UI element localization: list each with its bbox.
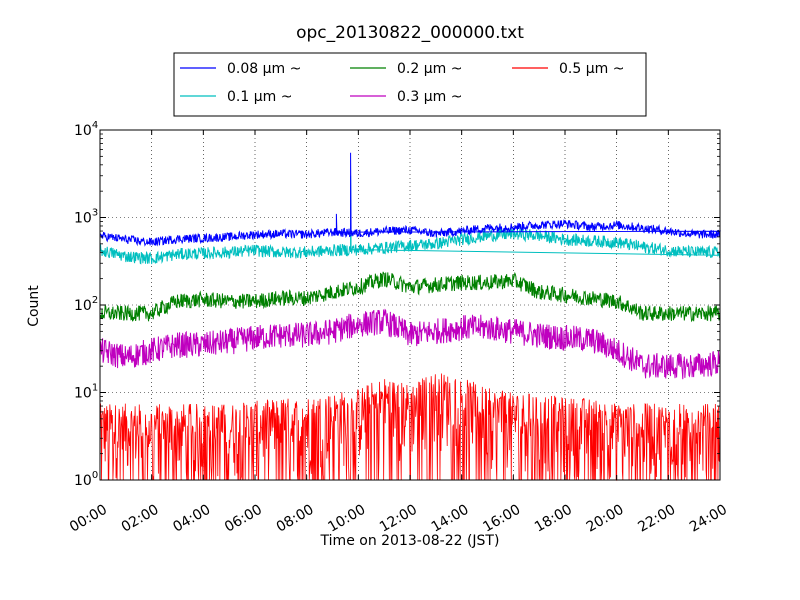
x-tick-label: 24:00 xyxy=(687,502,730,536)
x-tick-label: 22:00 xyxy=(635,502,678,536)
x-tick-label: 08:00 xyxy=(274,502,317,536)
series-line-0 xyxy=(99,152,722,247)
x-tick-label: 18:00 xyxy=(532,502,575,536)
plot-area xyxy=(99,152,722,482)
x-tick-label: 14:00 xyxy=(429,502,472,536)
legend-box xyxy=(173,52,647,117)
y-tick-label: 101 xyxy=(74,383,98,402)
y-tick-label: 103 xyxy=(74,208,98,227)
legend-label: 0.3 μm ~ xyxy=(397,89,462,105)
x-axis-label: Time on 2013-08-22 (JST) xyxy=(320,533,500,549)
legend: 0.08 μm ~ 0.1 μm ~ 0.2 μm ~ 0.3 μm ~ 0.5 μm … xyxy=(173,52,647,117)
x-tick-label: 20:00 xyxy=(584,502,627,536)
legend-label: 0.1 μm ~ xyxy=(227,89,292,105)
x-tick-label: 06:00 xyxy=(222,502,265,536)
x-tick-label: 16:00 xyxy=(480,502,523,536)
legend-label: 0.2 μm ~ xyxy=(397,61,462,77)
y-axis-label: Count xyxy=(26,285,42,327)
y-tick-label: 104 xyxy=(74,120,98,139)
x-tick-label: 00:00 xyxy=(67,502,110,536)
y-tick-label: 100 xyxy=(74,470,98,489)
x-tick-label: 04:00 xyxy=(170,502,213,536)
y-tick-label: 102 xyxy=(74,295,98,314)
legend-label: 0.08 μm ~ xyxy=(227,61,301,77)
x-tick-label: 10:00 xyxy=(325,502,368,536)
x-tick-label: 02:00 xyxy=(119,502,162,536)
series-line-3 xyxy=(99,308,721,380)
chart-title: opc_20130822_000000.txt xyxy=(296,23,524,43)
legend-label: 0.5 μm ~ xyxy=(559,61,624,77)
series-line-2 xyxy=(99,271,721,323)
series-line-1 xyxy=(99,175,721,265)
x-tick-label: 12:00 xyxy=(377,502,420,536)
